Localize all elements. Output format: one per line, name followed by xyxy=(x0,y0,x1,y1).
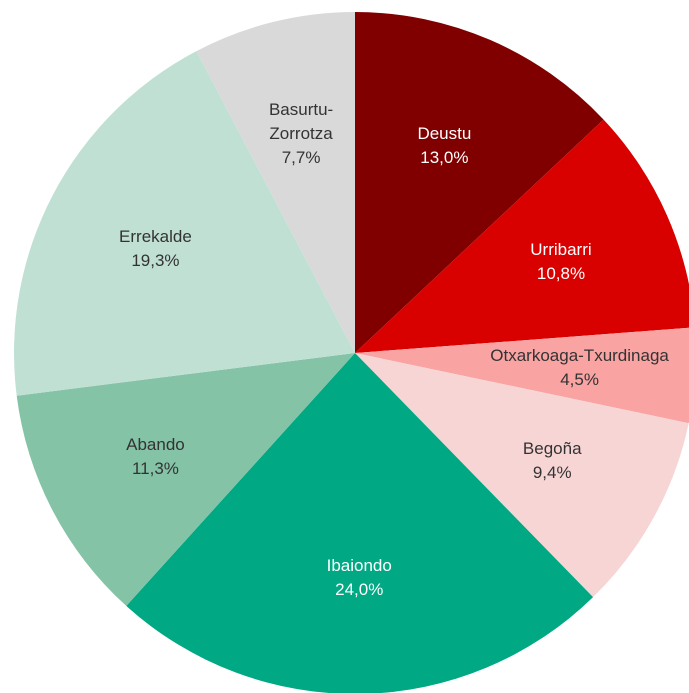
value-label: 4,5% xyxy=(560,369,599,389)
value-label: 11,3% xyxy=(131,459,179,479)
slice-label: Deustu 13,0% xyxy=(417,122,471,170)
category-name: Deustu xyxy=(417,124,472,144)
slice-label: Abando 11,3% xyxy=(126,433,185,481)
pie-slice xyxy=(13,51,355,396)
value-label: 24,0% xyxy=(335,580,384,600)
pie-slice xyxy=(355,12,604,353)
category-name: Errekalde xyxy=(119,226,192,246)
pie-slice xyxy=(196,12,355,353)
value-label: 7,7% xyxy=(281,148,321,168)
slice-label: Begoña 9,4% xyxy=(523,437,582,485)
slice-label: Otxarkoaga-Txurdinaga 4,5% xyxy=(490,344,669,392)
category-name: Basurtu-Zorrotza xyxy=(268,100,334,144)
category-name: Ibaiondo xyxy=(326,556,392,576)
pie-slice xyxy=(355,327,689,424)
slice-label: Ibaiondo 24,0% xyxy=(327,554,392,602)
pie-slice xyxy=(16,353,356,606)
pie-slice xyxy=(126,353,594,693)
pie-slice xyxy=(355,353,689,598)
slice-label: Basurtu-Zorrotza 7,7% xyxy=(261,98,341,170)
value-label: 13,0% xyxy=(420,148,469,168)
category-name: Abando xyxy=(126,435,185,455)
value-label: 10,8% xyxy=(536,264,586,284)
value-label: 19,3% xyxy=(131,250,180,270)
category-name: Begoña xyxy=(522,439,582,459)
pie-slice xyxy=(355,119,689,353)
value-label: 9,4% xyxy=(532,463,572,483)
category-name: Otxarkoaga-Txurdinaga xyxy=(490,345,669,365)
slice-label: Urribarri 10,8% xyxy=(530,238,591,286)
category-name: Urribarri xyxy=(530,240,592,260)
slice-label: Errekalde 19,3% xyxy=(119,225,192,273)
